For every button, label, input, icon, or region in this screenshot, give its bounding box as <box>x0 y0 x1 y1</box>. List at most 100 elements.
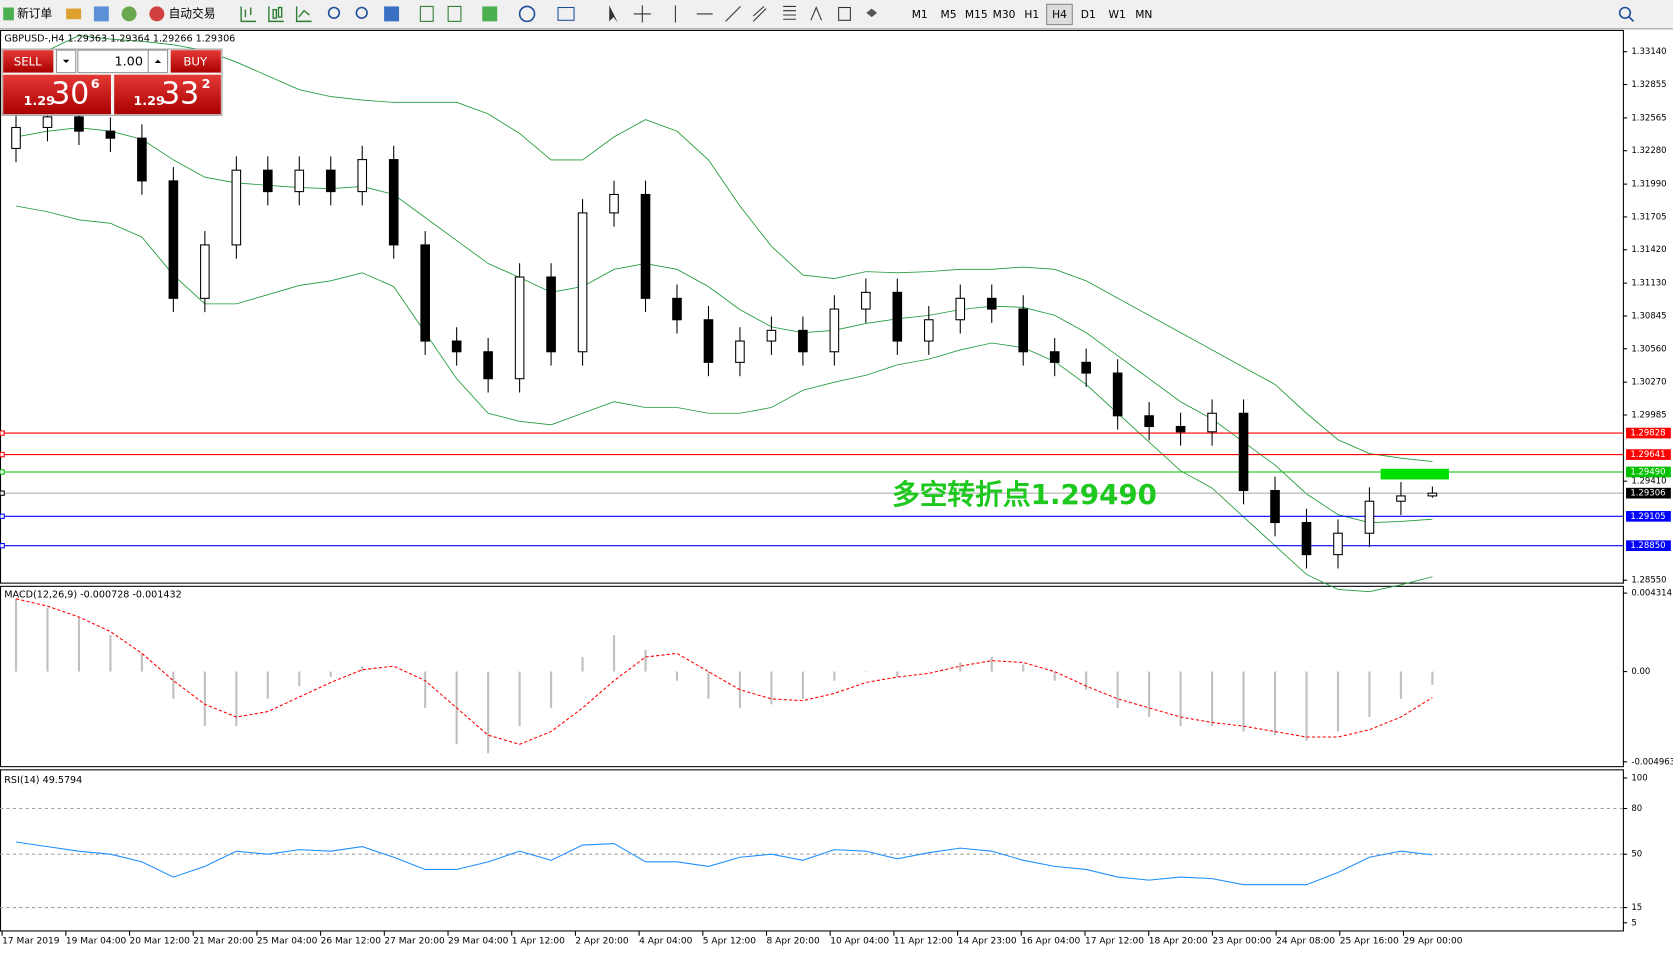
x-tick-label: 24 Apr 08:00 <box>1276 937 1335 947</box>
buy-price-prefix[interactable]: 1.29 <box>133 94 165 109</box>
buy-label[interactable]: BUY <box>183 54 208 68</box>
search-button[interactable] <box>1618 6 1632 19</box>
trendline-button[interactable] <box>725 6 741 22</box>
timeframe-button[interactable]: MN <box>1135 8 1152 21</box>
auto-trading-button[interactable]: 自动交易 <box>169 6 216 20</box>
candle-body <box>1333 532 1343 556</box>
rsi-chart: 100 80 50 15 5 <box>0 774 1648 928</box>
candle-body <box>420 244 430 342</box>
y-tick-label: 1.31705 <box>1631 212 1666 222</box>
timeframe-button[interactable]: D1 <box>1081 8 1096 21</box>
y-tick-label: 1.31990 <box>1631 180 1666 190</box>
macd-bar <box>518 671 521 727</box>
price-level-handle[interactable] <box>0 451 5 458</box>
auto-trading-icon[interactable] <box>149 6 165 22</box>
candle-body <box>829 308 840 353</box>
macd-bar <box>140 653 143 672</box>
x-tick-label: 10 Apr 04:00 <box>830 937 889 947</box>
macd-bar <box>203 671 206 727</box>
macd-bar <box>235 671 238 727</box>
price-level-handle[interactable] <box>0 542 5 549</box>
timeframe-button[interactable]: M30 <box>993 8 1016 21</box>
price-level-label: 1.29105 <box>1630 512 1665 522</box>
y-tick-label: 1.29410 <box>1631 477 1666 487</box>
x-tick-label: 25 Mar 04:00 <box>257 937 318 947</box>
price-level-handle[interactable] <box>0 469 5 475</box>
buy-price-box[interactable] <box>114 74 221 115</box>
candle-body <box>1207 412 1217 433</box>
x-tick-label: 11 Apr 12:00 <box>894 937 953 947</box>
channel-button[interactable] <box>752 6 767 22</box>
price-level-label-bg <box>1626 466 1671 478</box>
fibo-button[interactable] <box>783 5 796 20</box>
tool-icon[interactable] <box>93 6 109 22</box>
buy-button[interactable] <box>170 50 221 73</box>
x-tick-label: 14 Apr 23:00 <box>958 937 1017 947</box>
macd-bar <box>1336 671 1340 732</box>
text-button[interactable] <box>810 6 823 21</box>
lot-value[interactable]: 1.00 <box>114 54 143 69</box>
y-tick-label: 1.31130 <box>1631 279 1666 289</box>
sell-price-sup[interactable]: 6 <box>91 77 100 92</box>
timeframe-button[interactable]: W1 <box>1108 8 1125 21</box>
label-button[interactable] <box>838 6 851 21</box>
active-timeframe-bg[interactable] <box>1046 3 1073 26</box>
periods-button[interactable] <box>518 5 536 23</box>
sell-price-prefix[interactable]: 1.29 <box>23 94 55 109</box>
candle-chart-button[interactable] <box>268 6 284 23</box>
y-tick-label: 1.31420 <box>1631 245 1666 255</box>
macd-bar <box>1242 671 1245 732</box>
candle-body <box>294 169 305 193</box>
macd-bar <box>864 671 867 673</box>
macd-bar <box>1368 671 1371 718</box>
macd-chart: 0.004314 0.00 -0.004963 <box>14 589 1673 767</box>
candle-body <box>1270 489 1280 524</box>
line-chart-button[interactable] <box>295 6 312 23</box>
sell-price-big[interactable]: 30 <box>51 76 89 111</box>
candle-body <box>325 169 336 193</box>
candle-body <box>1301 521 1312 556</box>
tool-icon[interactable] <box>121 6 137 22</box>
buy-price-sup[interactable]: 2 <box>202 77 211 92</box>
new-order-icon[interactable] <box>3 7 14 21</box>
macd-bar <box>1211 671 1214 727</box>
arrows-button[interactable] <box>866 8 878 18</box>
shift-button[interactable] <box>447 5 462 22</box>
indicators-button[interactable] <box>482 6 498 22</box>
candle-body <box>1364 500 1375 534</box>
timeframe-button[interactable]: M15 <box>965 8 988 21</box>
timeframe-button[interactable]: M1 <box>912 8 928 21</box>
buy-price-big[interactable]: 33 <box>161 76 199 111</box>
x-tick-label: 19 Mar 04:00 <box>66 937 127 947</box>
current-price-label-bg <box>1626 487 1671 499</box>
sell-label[interactable]: SELL <box>14 54 42 68</box>
candle-body <box>640 193 651 299</box>
scroll-button[interactable] <box>419 5 434 22</box>
timeframe-button[interactable]: H4 <box>1052 8 1067 21</box>
bar-chart-button[interactable] <box>240 6 257 23</box>
zoom-in-button[interactable] <box>327 6 341 19</box>
macd-bar <box>1053 671 1056 681</box>
new-order-button[interactable]: 新订单 <box>17 6 52 20</box>
templates-button[interactable] <box>557 6 575 21</box>
tool-icon[interactable] <box>66 8 82 20</box>
price-level-label-bg <box>1626 540 1671 552</box>
candle-body <box>1238 412 1249 492</box>
tile-button[interactable] <box>384 6 400 22</box>
candle-body <box>798 329 808 353</box>
current-price-handle[interactable] <box>0 490 5 496</box>
zoom-out-button[interactable] <box>355 6 368 19</box>
price-level-label-bg <box>1626 510 1671 522</box>
timeframe-button[interactable]: M5 <box>941 8 957 21</box>
sell-price-box[interactable] <box>3 74 111 115</box>
sell-button[interactable] <box>3 50 54 73</box>
price-level-handle[interactable] <box>0 430 5 436</box>
price-level-handle[interactable] <box>0 513 5 519</box>
macd-bar <box>1273 671 1277 736</box>
y-tick-label: 1.28550 <box>1631 576 1666 586</box>
crosshair-button[interactable] <box>633 5 651 23</box>
timeframe-button[interactable]: H1 <box>1024 8 1039 21</box>
dropdown-arrow <box>62 59 70 63</box>
macd-bar <box>329 671 332 678</box>
macd-bar <box>1148 671 1151 718</box>
